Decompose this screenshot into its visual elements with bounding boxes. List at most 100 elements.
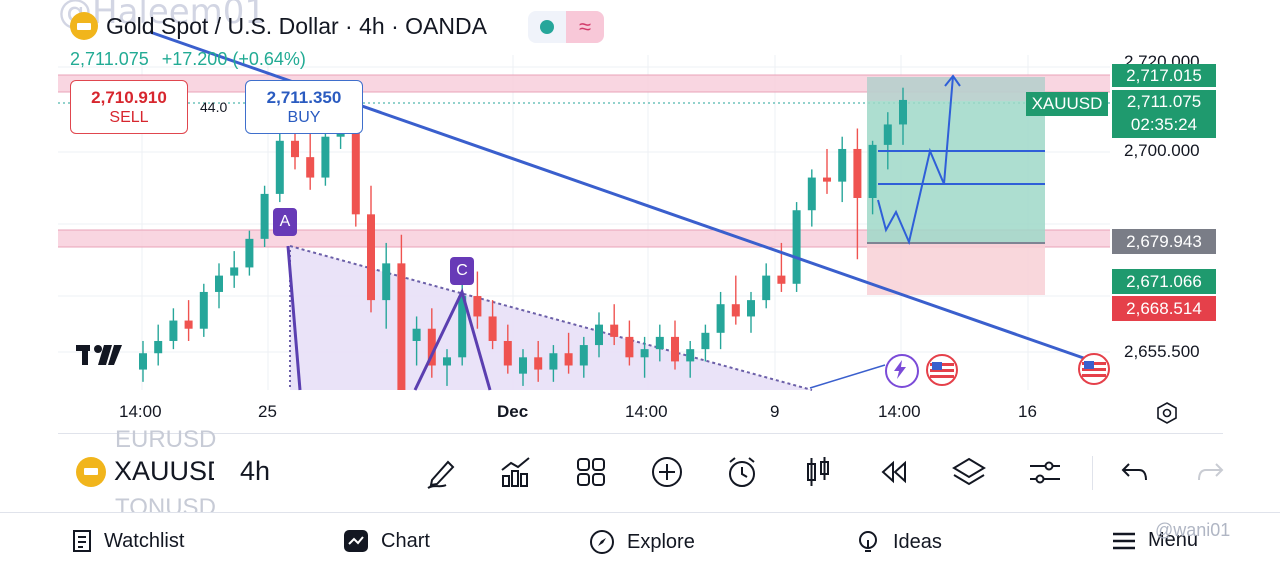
spread-value: 44.0 [200,99,228,115]
candle-body[interactable] [473,296,482,317]
level-price-tag: 2,671.066 [1112,269,1216,294]
candle-body[interactable] [823,177,831,182]
target-price-tag: 2,717.015 [1112,64,1216,87]
candle-body[interactable] [139,353,147,370]
candle-body[interactable] [716,304,725,333]
pattern-point-a[interactable]: A [273,208,297,236]
replay-icon[interactable] [875,454,911,490]
pattern-point-c[interactable]: C [450,257,474,285]
layouts-icon[interactable] [573,454,609,490]
chart-type-icon[interactable] [498,454,534,490]
harmonic-pattern-line [286,245,302,391]
candle-body[interactable] [169,320,178,341]
chart-settings-icon[interactable] [1155,401,1179,430]
candle-body[interactable] [853,148,862,198]
candle-body[interactable] [564,353,573,366]
watermark-bottom: @wani01 [1155,520,1231,540]
candle-body[interactable] [397,263,406,390]
lightning-icon[interactable] [885,354,919,388]
nav-watchlist[interactable]: Watchlist [72,529,184,553]
candle-body[interactable] [427,328,436,366]
candle-body[interactable] [443,357,451,366]
candle-body[interactable] [199,291,208,329]
candles-icon[interactable] [800,454,836,490]
candle-body[interactable] [701,332,710,350]
indicator-toggle[interactable]: ≈ [528,11,604,43]
alarm-icon[interactable] [724,454,760,490]
us-flag-event-icon[interactable] [926,354,958,386]
candle-body[interactable] [275,140,284,194]
layers-icon[interactable] [951,454,987,490]
candle-body[interactable] [260,193,269,239]
nav-explore[interactable]: Explore [589,529,695,555]
candle-body[interactable] [184,320,193,329]
market-open-icon [540,20,554,34]
add-icon[interactable] [649,454,685,490]
nav-label: Menu [1148,529,1199,551]
candle-body[interactable] [412,328,421,341]
candle-body[interactable] [655,336,664,350]
candle-body[interactable] [747,300,755,317]
pencil-icon[interactable] [424,454,460,490]
symbol-name: XAUUSD [114,456,214,486]
candle-body[interactable] [671,336,679,362]
candle-body[interactable] [792,210,801,284]
candle-body[interactable] [306,157,315,178]
sell-label: SELL [109,109,149,126]
candle-body[interactable] [519,357,527,374]
candle-body[interactable] [610,324,619,337]
candle-body[interactable] [534,357,543,370]
candle-body[interactable] [458,296,467,358]
us-flag-event-icon[interactable] [1078,353,1110,385]
candle-body[interactable] [868,144,877,198]
buy-button[interactable]: 2,711.350 BUY [245,80,363,134]
settings-sliders-icon[interactable] [1027,454,1063,490]
time-axis-label: 14:00 [119,402,162,421]
nav-label: Chart [381,529,430,552]
candle-body[interactable] [245,238,254,268]
candle-body[interactable] [215,275,223,292]
nav-chart[interactable]: Chart [343,529,430,553]
current-price-value: 2,711.075 [1126,92,1202,111]
buy-label: BUY [287,109,321,126]
candle-body[interactable] [351,124,360,215]
candle-body[interactable] [579,345,588,366]
candle-body[interactable] [382,263,391,301]
candle-body[interactable] [291,140,299,158]
candle-body[interactable] [640,349,649,358]
nav-ideas[interactable]: Ideas [855,529,942,555]
chart-canvas[interactable] [0,0,1280,436]
candle-body[interactable] [731,304,740,317]
watchlist-icon [73,530,91,552]
candle-body[interactable] [625,336,634,358]
candle-body[interactable] [899,99,907,125]
candle-body[interactable] [503,340,512,366]
candle-body[interactable] [230,267,239,276]
undo-icon[interactable] [1117,454,1153,490]
candle-body[interactable] [807,177,816,211]
timeframe-selector[interactable]: 4h [240,456,271,486]
candle-body[interactable] [686,349,695,362]
candle-body[interactable] [595,324,603,346]
nav-menu[interactable]: Menu [1112,529,1198,552]
candle-body[interactable] [154,340,163,354]
candle-body[interactable] [367,214,375,301]
candle-body[interactable] [762,275,771,301]
candle-body[interactable] [838,148,847,182]
sell-button[interactable]: 2,710.910 SELL [70,80,188,134]
price-axis-label: 2,700.000 [1124,141,1200,160]
toolbar-divider [58,433,1223,434]
buy-price: 2,711.350 [266,88,342,107]
symbol-title[interactable]: Gold Spot / U.S. Dollar · 4h · OANDA [70,12,487,40]
candle-body[interactable] [321,136,330,178]
redo-icon[interactable] [1192,454,1228,490]
compass-icon [590,530,614,554]
symbol-selector[interactable]: XAUUSD [76,456,214,487]
wave-icon: ≈ [566,11,604,43]
candle-body[interactable] [488,316,497,341]
candle-body[interactable] [883,124,892,145]
candles [139,87,907,390]
candle-body[interactable] [777,275,786,284]
time-axis-label: 14:00 [878,402,921,421]
candle-body[interactable] [549,353,558,370]
